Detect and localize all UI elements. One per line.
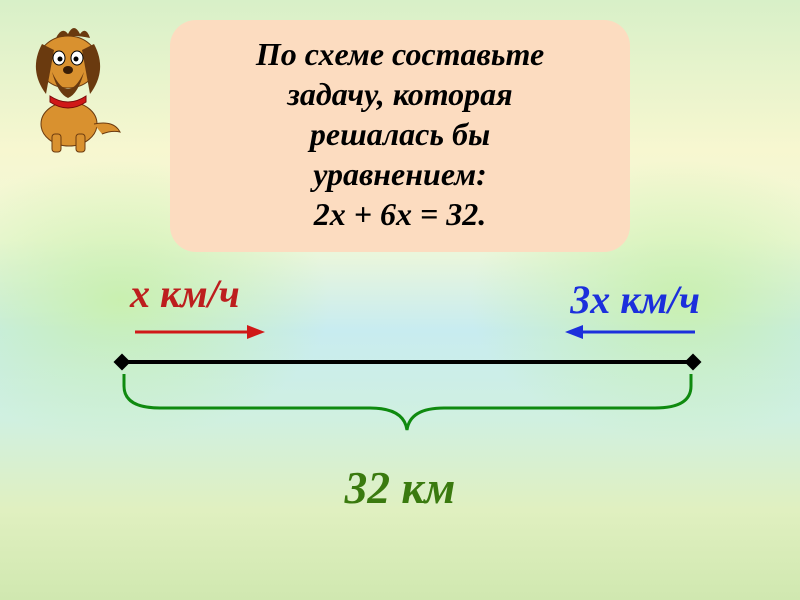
speed-right-label: 3х км/ч [570,276,700,323]
bubble-line-1: По схеме составьте [194,34,606,74]
speed-left-label: х км/ч [130,270,240,317]
endpoint-left [114,354,131,371]
bubble-line-3: решалась бы [194,114,606,154]
total-distance-label: 32 км [0,462,800,514]
main-line [120,360,695,364]
distance-diagram: х км/ч 3х км/ч 32 км [0,270,800,570]
arrow-left [135,322,265,342]
arrow-right [565,322,695,342]
bubble-line-5: 2х + 6х = 32. [194,194,606,234]
bubble-line-4: уравнением: [194,154,606,194]
brace [120,374,695,434]
bubble-line-2: задачу, которая [194,74,606,114]
dog-cartoon [14,14,144,154]
slide-content: По схеме составьте задачу, которая решал… [0,0,800,600]
speech-bubble: По схеме составьте задачу, которая решал… [170,20,630,252]
endpoint-right [685,354,702,371]
